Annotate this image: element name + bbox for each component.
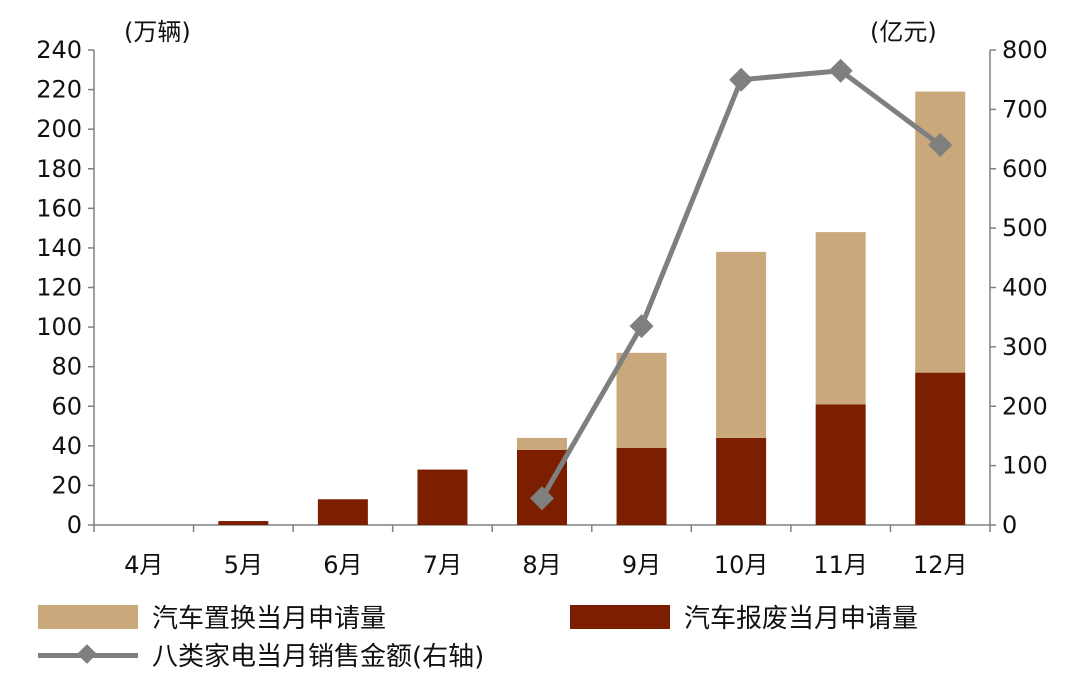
left-tick-label: 240 <box>36 36 82 64</box>
right-tick-label: 0 <box>1002 511 1017 539</box>
line-point-marker <box>828 58 853 83</box>
left-tick-label: 180 <box>36 155 82 183</box>
bar-replace <box>716 251 767 438</box>
right-tick-label: 800 <box>1002 36 1048 64</box>
left-tick-label: 80 <box>51 353 82 381</box>
bar-scrap <box>417 469 468 525</box>
legend-label-scrap: 汽车报废当月申请量 <box>684 604 919 634</box>
line-series <box>530 58 953 511</box>
left-tick-label: 0 <box>67 511 82 539</box>
right-tick-label: 500 <box>1002 214 1048 242</box>
axes: 0 20 40 60 80 100 120 140 160 180 200 220 240 0 100 200… <box>36 36 1048 579</box>
x-tick-label: 10月 <box>714 551 769 579</box>
left-tick-label: 20 <box>51 471 82 499</box>
bar-scrap <box>716 437 767 525</box>
left-tick-label: 120 <box>36 274 82 302</box>
bar-replace <box>616 352 667 448</box>
left-tick-label: 40 <box>51 432 82 460</box>
bar-scrap <box>616 447 667 525</box>
x-tick-label: 7月 <box>423 551 462 579</box>
line-point-marker <box>530 486 554 511</box>
left-tick-label: 200 <box>36 115 82 143</box>
x-tick-label: 11月 <box>813 551 868 579</box>
legend-swatch-appliance <box>38 643 138 667</box>
x-tick-label: 6月 <box>323 551 362 579</box>
bar-replace <box>517 437 567 450</box>
bar-scrap <box>815 404 866 525</box>
bar-scrap <box>317 499 368 525</box>
left-tick-label: 160 <box>36 194 82 222</box>
right-tick-label: 300 <box>1002 333 1048 361</box>
right-tick-label: 600 <box>1002 155 1048 183</box>
legend-item-scrap: 汽车报废当月申请量 <box>570 598 918 635</box>
left-tick-label: 140 <box>36 234 82 262</box>
legend-item-appliance: 八类家电当月销售金额(右轴) <box>38 636 484 673</box>
bars <box>218 91 966 525</box>
left-axis-unit: (万辆) <box>124 18 191 46</box>
line-point-marker <box>629 314 654 339</box>
left-tick-label: 60 <box>51 392 82 420</box>
legend-swatch-scrap <box>570 604 670 629</box>
legend-item-replace: 汽车置换当月申请量 <box>38 598 386 635</box>
right-tick-label: 200 <box>1002 392 1048 420</box>
bar-scrap <box>218 521 269 525</box>
legend-label-replace: 汽车置换当月申请量 <box>152 604 387 634</box>
x-tick-label: 4月 <box>124 551 163 579</box>
x-tick-label: 12月 <box>913 551 968 579</box>
x-tick-label: 9月 <box>622 551 661 579</box>
left-tick-label: 220 <box>36 76 82 104</box>
bar-scrap <box>915 372 966 525</box>
x-tick-label: 5月 <box>224 551 263 579</box>
right-tick-label: 400 <box>1002 274 1048 302</box>
legend-swatch-replace <box>38 604 138 629</box>
x-tick-label: 8月 <box>522 551 561 579</box>
right-tick-label: 100 <box>1002 452 1048 480</box>
right-axis-unit: (亿元) <box>870 18 937 46</box>
line-point-marker <box>729 67 754 92</box>
right-tick-label: 700 <box>1002 95 1048 123</box>
bar-replace <box>815 232 866 405</box>
left-tick-label: 100 <box>36 313 82 341</box>
legend-label-appliance: 八类家电当月销售金额(右轴) <box>152 642 485 672</box>
line-point-marker <box>928 133 953 157</box>
